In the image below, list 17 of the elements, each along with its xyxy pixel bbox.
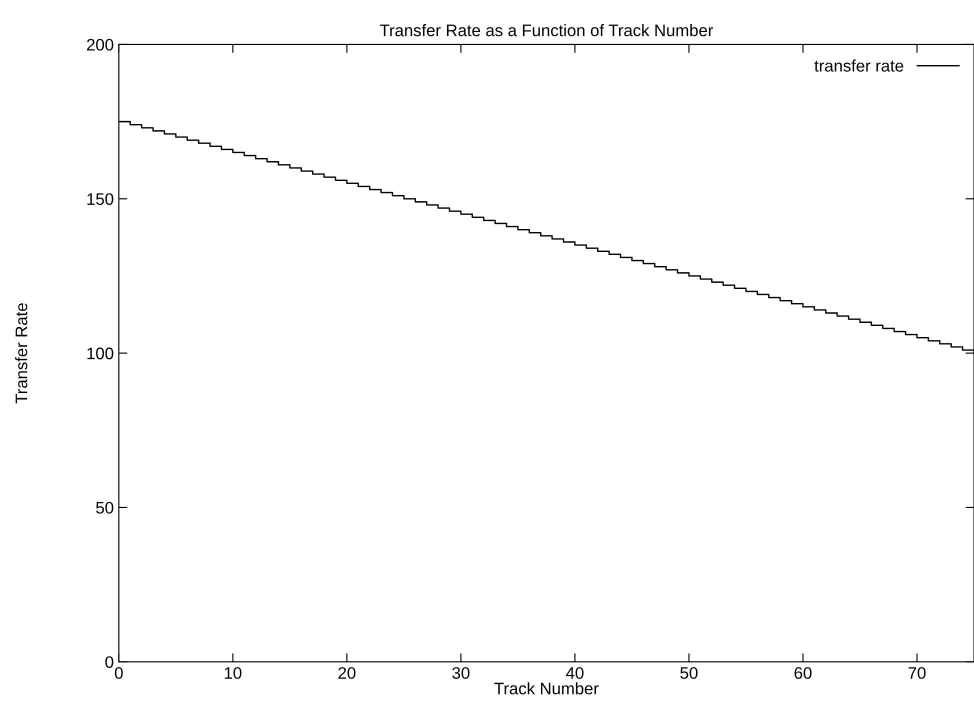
x-tick-label: 0: [114, 667, 123, 679]
x-tick-label: 60: [794, 667, 812, 679]
y-tick-label: 150: [87, 193, 114, 205]
y-axis-title: Transfer Rate: [15, 303, 28, 404]
x-tick-label: 50: [680, 667, 698, 679]
y-tick-label: 200: [87, 38, 114, 51]
chart-title: Transfer Rate as a Function of Track Number: [380, 24, 714, 36]
x-tick-label: 40: [566, 667, 584, 679]
x-tick-label: 70: [908, 667, 926, 679]
x-tick-label: 10: [224, 667, 242, 679]
legend-label: transfer rate: [814, 59, 904, 72]
y-tick-label: 0: [105, 656, 114, 668]
x-axis-title: Track Number: [494, 682, 599, 694]
y-tick-label: 50: [96, 502, 114, 514]
x-tick-label: 30: [452, 667, 470, 679]
y-tick-label: 100: [87, 348, 114, 360]
x-tick-label: 20: [338, 667, 356, 679]
